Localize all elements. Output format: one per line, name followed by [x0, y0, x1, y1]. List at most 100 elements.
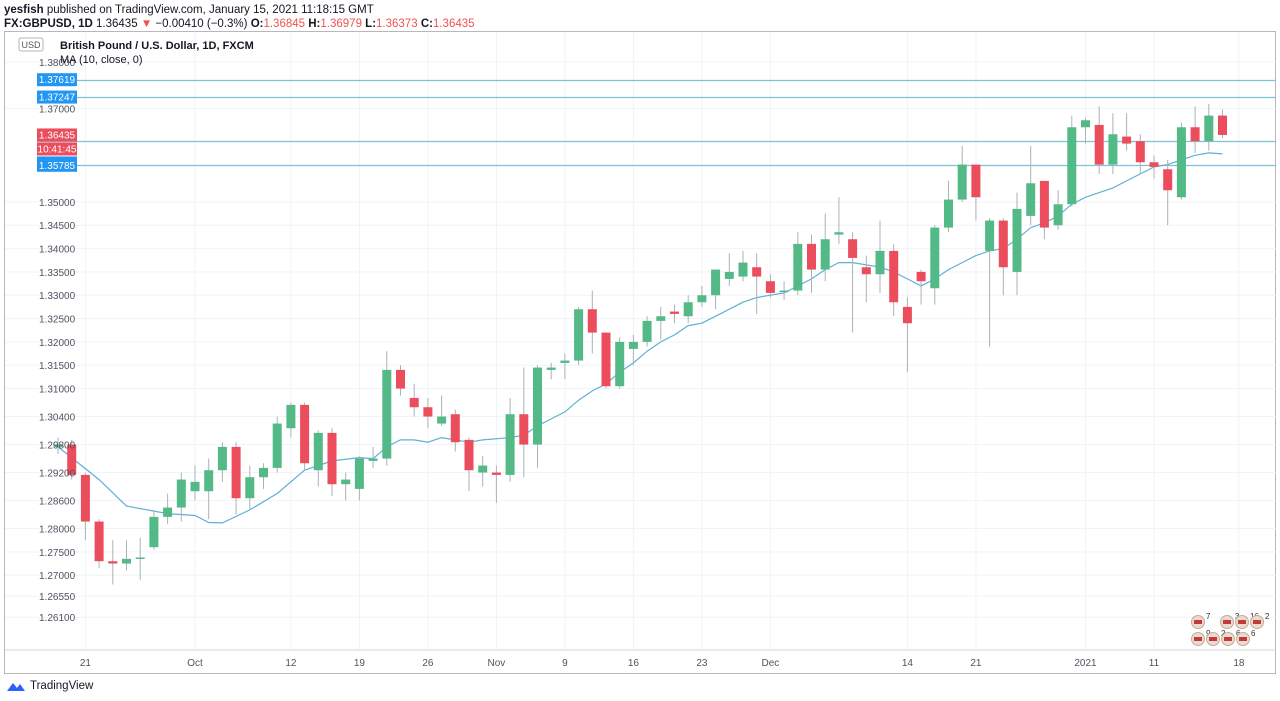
candle	[217, 442, 227, 482]
candle	[765, 274, 775, 298]
candle	[409, 383, 419, 417]
y-tick-label: 1.31000	[39, 385, 76, 396]
candle	[546, 362, 556, 380]
x-tick-label: 16	[628, 658, 640, 669]
candle	[313, 430, 323, 487]
open-value: 1.36845	[263, 18, 306, 30]
x-tick-label: 21	[80, 658, 92, 669]
candle-down-body	[1039, 180, 1049, 228]
candle	[848, 232, 858, 333]
candle-down-body	[1218, 115, 1227, 135]
candle-down-body	[423, 407, 433, 417]
candle	[450, 409, 460, 452]
publish-line: yesfish published on TradingView.com, Ja…	[4, 3, 374, 17]
x-tick-label: Oct	[187, 658, 203, 669]
candle-up-body	[724, 271, 734, 279]
x-tick-label: 26	[422, 658, 434, 669]
candle	[354, 456, 364, 501]
candle-down-body	[1135, 141, 1145, 163]
candle-up-body	[204, 470, 214, 492]
event-flag-icon: 2	[1206, 629, 1226, 646]
price-label-text: 1.37247	[39, 93, 76, 104]
close-value: 1.36435	[432, 18, 475, 30]
footer-brand[interactable]: TradingView	[6, 680, 93, 692]
candle-up-body	[615, 341, 625, 387]
candle	[670, 304, 679, 324]
x-tick-label: 23	[696, 658, 708, 669]
candle	[341, 472, 351, 501]
high-value: 1.36979	[320, 18, 362, 30]
event-flag-stripe	[1194, 620, 1202, 624]
y-tick-label: 1.33500	[39, 268, 76, 279]
candle	[752, 253, 762, 314]
y-tick-label: 1.29200	[39, 469, 76, 480]
candles	[53, 103, 1227, 585]
candle-down-body	[450, 414, 460, 443]
candle	[533, 365, 542, 468]
x-tick-label: 11	[1149, 658, 1160, 669]
candle	[793, 232, 803, 296]
candle-down-body	[848, 239, 858, 258]
candle-down-body	[300, 404, 310, 464]
candle	[231, 442, 241, 515]
candle-up-body	[1081, 120, 1090, 128]
candle	[176, 472, 186, 522]
event-flag-icon: 6	[1236, 629, 1256, 646]
candle-up-body	[875, 250, 885, 275]
candle	[368, 446, 378, 468]
candle	[656, 306, 666, 340]
candle	[1067, 115, 1077, 207]
price-label-box	[37, 128, 77, 142]
candle	[1094, 106, 1104, 174]
candle	[204, 458, 214, 520]
candle-down-body	[601, 332, 611, 387]
candle-up-body	[834, 232, 844, 235]
candle	[1122, 113, 1132, 151]
candle-up-body	[957, 164, 967, 200]
tradingview-logo-icon	[7, 683, 25, 691]
candle	[587, 290, 597, 354]
price-label-box	[37, 73, 77, 87]
candle-down-body	[1122, 136, 1132, 144]
y-tick-label: 1.30400	[39, 413, 76, 424]
y-tick-label: 1.37000	[39, 105, 76, 116]
brand-label: TradingView	[30, 680, 94, 692]
candle-down-body	[519, 414, 529, 445]
candle-down-body	[587, 309, 597, 333]
candle-up-body	[546, 367, 556, 370]
candle-up-body	[628, 341, 638, 349]
candle-up-body	[779, 290, 789, 293]
y-tick-label: 1.27000	[39, 571, 76, 582]
candle	[957, 145, 967, 202]
event-count: 7	[1206, 612, 1211, 621]
candle	[519, 367, 529, 478]
candle-down-body	[491, 472, 501, 475]
grid-lines	[5, 32, 1276, 651]
high-label: H:	[308, 18, 321, 30]
currency-badge[interactable]	[18, 37, 44, 52]
candle-down-body	[1094, 124, 1104, 165]
candle	[53, 437, 63, 454]
x-tick-label: 19	[354, 658, 366, 669]
y-tick-label: 1.35000	[39, 198, 76, 209]
candle	[944, 180, 953, 233]
candle	[1176, 122, 1186, 200]
x-tick-label: 14	[902, 658, 914, 669]
candle	[135, 537, 145, 580]
candle-up-body	[1053, 204, 1063, 226]
candle-up-body	[382, 369, 392, 459]
candle	[396, 365, 405, 396]
candle-down-body	[327, 432, 337, 485]
candle	[1026, 145, 1036, 226]
x-tick-label: Dec	[762, 658, 780, 669]
candle	[464, 437, 474, 492]
candle-up-body	[1067, 127, 1077, 205]
change-value: −0.00410 (−0.3%)	[155, 18, 248, 30]
candle-down-body	[67, 444, 77, 475]
candle-up-body	[135, 557, 145, 559]
x-axis-ticks: 21 Oct 12 19 26 Nov 9 16 23 Dec 14 21 2021 11 18	[80, 658, 1245, 669]
event-flag-icon: 9	[1191, 629, 1211, 646]
candle-down-body	[1149, 162, 1159, 167]
candle	[94, 519, 104, 569]
